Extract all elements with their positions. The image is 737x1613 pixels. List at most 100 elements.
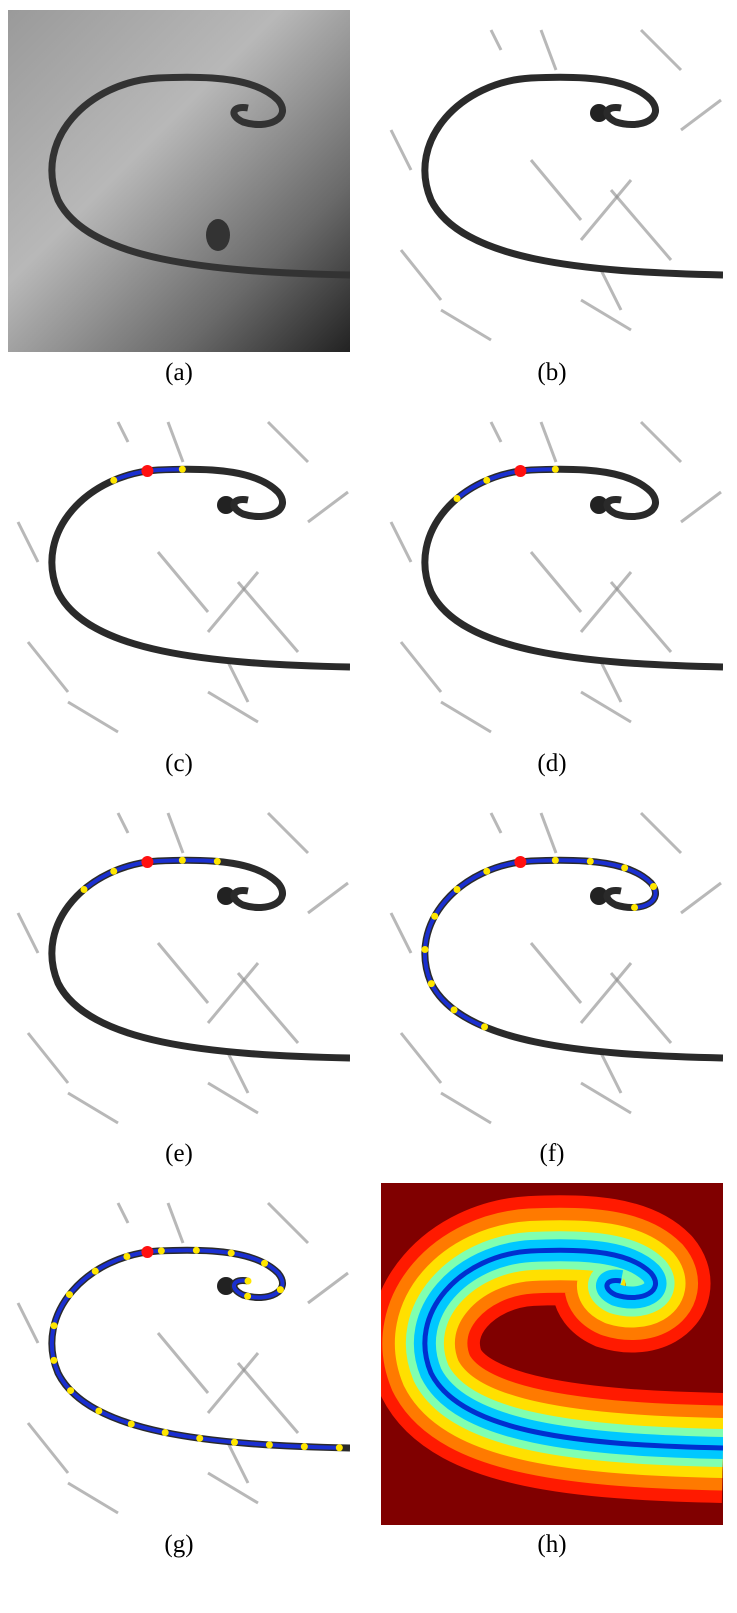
control-point <box>621 864 629 872</box>
control-point <box>67 1387 75 1395</box>
panel <box>381 10 723 352</box>
vessel-shadow <box>680 881 722 915</box>
panel <box>8 1183 350 1525</box>
vessel-shadow <box>266 1201 310 1245</box>
blob <box>206 219 230 251</box>
caption: (h) <box>537 1531 566 1558</box>
vessel-shadow <box>580 298 632 332</box>
vessel-shadow <box>609 189 673 261</box>
vessel-shadow <box>440 1091 492 1125</box>
vessel-shadow <box>236 1362 300 1434</box>
control-point <box>244 1277 252 1285</box>
control-point <box>178 856 186 864</box>
control-point <box>213 857 221 865</box>
seed-point <box>141 465 154 478</box>
panel <box>8 793 350 1135</box>
control-point <box>65 1291 73 1299</box>
vessel-shadow <box>226 661 250 703</box>
vessel-shadow <box>389 521 413 563</box>
vessel-shadow <box>166 421 185 463</box>
vessel-shadow <box>206 571 260 633</box>
control-point <box>586 857 594 865</box>
vessel-shadow <box>26 1422 70 1474</box>
vessel-shadow <box>529 551 583 613</box>
vessel-shadow <box>639 28 683 72</box>
blob <box>590 104 608 122</box>
vessel-shadow <box>166 812 185 854</box>
vessel-shadow <box>206 962 260 1024</box>
control-point <box>95 1407 103 1415</box>
vessel-shadow <box>67 700 119 734</box>
vessel-shadow <box>539 812 558 854</box>
vessel-shadow <box>156 1332 210 1394</box>
vessel-shadow <box>579 179 633 241</box>
vessel-shadow <box>307 1271 349 1305</box>
blob <box>217 1277 235 1295</box>
control-point <box>196 1434 204 1442</box>
vessel-shadow <box>207 690 259 724</box>
control-point <box>276 1286 284 1294</box>
caption: (f) <box>540 1140 565 1167</box>
vessel-shadow <box>539 421 558 463</box>
vessel-shadow <box>389 912 413 954</box>
vessel-shadow <box>440 308 492 342</box>
vessel-shadow <box>226 1052 250 1094</box>
control-point <box>481 1023 489 1031</box>
vessel-shadow <box>599 661 623 703</box>
vessel-shadow <box>307 490 349 524</box>
vessel-shadow <box>609 972 673 1044</box>
vessel-shadow <box>440 700 492 734</box>
vessel-shadow <box>580 690 632 724</box>
control-point <box>110 867 118 875</box>
vessel-shadow <box>529 942 583 1004</box>
seed-point <box>141 856 154 869</box>
vessel-shadow <box>609 581 673 653</box>
seed-point <box>514 856 527 869</box>
control-point <box>261 1259 269 1267</box>
blob <box>217 496 235 514</box>
control-point <box>431 912 439 920</box>
vessel-shadow <box>399 249 443 301</box>
vessel-shadow <box>236 581 300 653</box>
caption: (b) <box>537 359 566 386</box>
control-point <box>649 883 657 891</box>
control-point <box>192 1246 200 1254</box>
catheter <box>421 73 723 279</box>
vessel-shadow <box>489 29 503 51</box>
vessel-shadow <box>116 812 130 834</box>
vessel-shadow <box>579 571 633 633</box>
vessel-shadow <box>207 1081 259 1115</box>
vessel-shadow <box>67 1481 119 1515</box>
caption: (g) <box>164 1531 193 1558</box>
panel <box>8 10 350 352</box>
vessel-shadow <box>206 1352 260 1414</box>
vessel-shadow <box>489 812 503 834</box>
blob <box>590 496 608 514</box>
control-point <box>161 1429 169 1437</box>
vessel-shadow <box>599 1052 623 1094</box>
control-point <box>123 1253 131 1261</box>
vessel-shadow <box>266 811 310 855</box>
vessel-shadow <box>639 420 683 464</box>
heatmap-band <box>422 1247 723 1451</box>
vessel-shadow <box>16 1302 40 1344</box>
xray-image <box>8 10 350 352</box>
vessel-shadow <box>680 98 722 132</box>
control-point <box>453 495 461 503</box>
vessel-shadow <box>166 1202 185 1244</box>
control-point <box>427 980 435 988</box>
vessel-shadow <box>266 420 310 464</box>
vessel-shadow <box>236 972 300 1044</box>
caption: (e) <box>165 1140 193 1167</box>
control-point <box>50 1356 58 1364</box>
control-point <box>300 1443 308 1451</box>
blob <box>590 887 608 905</box>
vessel-shadow <box>16 521 40 563</box>
vessel-shadow <box>16 912 40 954</box>
vessel-shadow <box>307 881 349 915</box>
control-point <box>127 1420 135 1428</box>
control-point <box>453 886 461 894</box>
control-point <box>227 1249 235 1257</box>
vessel-shadow <box>116 1202 130 1224</box>
control-point <box>631 903 639 911</box>
